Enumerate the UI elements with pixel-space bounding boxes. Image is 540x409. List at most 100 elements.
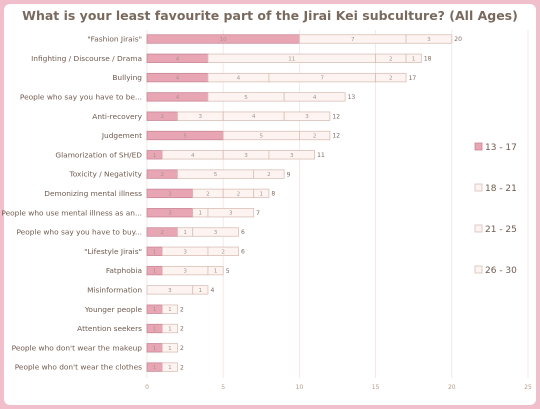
segment-value-label: 2 xyxy=(389,76,393,82)
segment-value-label: 4 xyxy=(176,95,180,101)
segment-value-label: 11 xyxy=(288,56,296,62)
category-label: Fatphobia xyxy=(106,266,142,275)
segment-value-label: 3 xyxy=(183,249,187,255)
x-tick-label: 20 xyxy=(448,384,456,391)
x-tick-label: 15 xyxy=(372,384,380,391)
total-label: 2 xyxy=(180,345,184,352)
segment-value-label: 1 xyxy=(412,56,416,62)
segment-value-label: 7 xyxy=(320,76,324,82)
segment-value-label: 3 xyxy=(229,211,233,217)
segment-value-label: 5 xyxy=(214,172,218,178)
legend: 13 - 17 18 - 21 21 - 25 26 - 30 xyxy=(474,142,517,276)
segment-value-label: 4 xyxy=(237,76,241,82)
legend-swatch xyxy=(474,183,483,192)
total-label: 12 xyxy=(332,133,340,140)
total-label: 8 xyxy=(271,191,275,198)
segment-value-label: 3 xyxy=(214,230,218,236)
x-tick-label: 10 xyxy=(296,384,304,391)
category-label: People who don't wear the makeup xyxy=(12,343,143,352)
category-label: Glamorization of SH/ED xyxy=(55,150,142,159)
segment-value-label: 1 xyxy=(168,365,172,371)
total-label: 6 xyxy=(241,229,245,236)
total-label: 2 xyxy=(180,306,184,313)
bar-segment xyxy=(283,92,346,102)
segment-value-label: 4 xyxy=(176,76,180,82)
legend-label: 18 - 21 xyxy=(485,184,517,194)
segment-value-label: 2 xyxy=(160,172,164,178)
segment-value-label: 1 xyxy=(153,269,157,275)
segment-value-label: 1 xyxy=(168,346,172,352)
total-label: 13 xyxy=(348,94,356,101)
segment-value-label: 2 xyxy=(267,172,271,178)
segment-value-label: 1 xyxy=(183,230,187,236)
total-label: 18 xyxy=(424,56,432,63)
segment-value-label: 1 xyxy=(199,288,203,294)
segment-value-label: 4 xyxy=(191,153,195,159)
bar-segment xyxy=(161,362,178,372)
category-label: Toxicity / Negativity xyxy=(68,170,142,179)
bar-segment xyxy=(375,72,407,83)
segment-value-label: 3 xyxy=(183,269,187,275)
category-label: "Fashion Jirais" xyxy=(87,35,142,44)
bar-segment xyxy=(405,34,453,44)
total-label: 20 xyxy=(454,36,462,43)
segment-value-label: 2 xyxy=(389,56,393,62)
segment-value-label: 3 xyxy=(305,114,309,120)
total-label: 12 xyxy=(332,113,340,120)
category-label: People who say you have to buy... xyxy=(16,228,142,237)
segment-value-label: 1 xyxy=(153,307,157,313)
chart-card xyxy=(4,4,536,405)
segment-value-label: 5 xyxy=(183,134,187,140)
bar-segment xyxy=(161,343,178,353)
segment-value-label: 1 xyxy=(199,211,203,217)
segment-value-label: 3 xyxy=(427,37,431,43)
segment-value-label: 1 xyxy=(153,249,157,255)
category-label: Anti-recovery xyxy=(92,112,142,121)
category-labels: "Fashion Jirais" Infighting / Discourse /… xyxy=(1,35,142,372)
segment-value-label: 1 xyxy=(153,365,157,371)
category-label: Misinformation xyxy=(87,286,142,295)
category-label: People who use mental illness as an... xyxy=(1,208,142,217)
bar-segment xyxy=(161,323,178,334)
bar-segment xyxy=(268,150,316,160)
legend-swatch xyxy=(474,224,483,233)
category-label: People who don't wear the clothes xyxy=(15,363,142,372)
legend-swatch xyxy=(474,142,483,151)
segment-value-label: 3 xyxy=(168,191,172,197)
bar-segment xyxy=(207,265,224,276)
bar-segment xyxy=(192,227,239,237)
bar-segment xyxy=(161,304,178,314)
segment-value-label: 3 xyxy=(290,153,294,159)
bar-segment xyxy=(405,53,422,63)
segment-value-label: 1 xyxy=(168,307,172,313)
segment-value-label: 2 xyxy=(237,191,241,197)
bar-segment xyxy=(253,188,270,199)
total-label: 9 xyxy=(287,171,291,178)
category-label: People who say you have to be... xyxy=(20,93,142,102)
grid xyxy=(146,30,529,378)
segment-value-label: 3 xyxy=(199,114,203,120)
legend-swatch xyxy=(474,265,483,274)
total-label: 7 xyxy=(256,210,260,217)
segment-value-label: 1 xyxy=(153,346,157,352)
total-label: 2 xyxy=(180,364,184,371)
segment-value-label: 2 xyxy=(160,230,164,236)
segment-value-label: 3 xyxy=(168,288,172,294)
x-tick-label: 0 xyxy=(145,384,149,391)
category-label: Bullying xyxy=(112,73,142,82)
total-label: 5 xyxy=(226,268,230,275)
bar-segment xyxy=(207,208,255,218)
legend-label: 21 - 25 xyxy=(485,225,517,235)
segment-value-label: 5 xyxy=(260,134,264,140)
segment-value-label: 1 xyxy=(153,327,157,333)
segment-value-label: 10 xyxy=(220,37,228,43)
segment-value-label: 4 xyxy=(252,114,256,120)
total-label: 4 xyxy=(210,287,214,294)
segment-value-label: 3 xyxy=(168,211,172,217)
segment-value-label: 2 xyxy=(160,114,164,120)
category-label: Demonizing mental illness xyxy=(44,189,142,198)
legend-label: 26 - 30 xyxy=(485,266,517,276)
category-label: Younger people xyxy=(84,305,143,314)
x-axis: 0 5 10 15 20 25 xyxy=(145,384,532,391)
